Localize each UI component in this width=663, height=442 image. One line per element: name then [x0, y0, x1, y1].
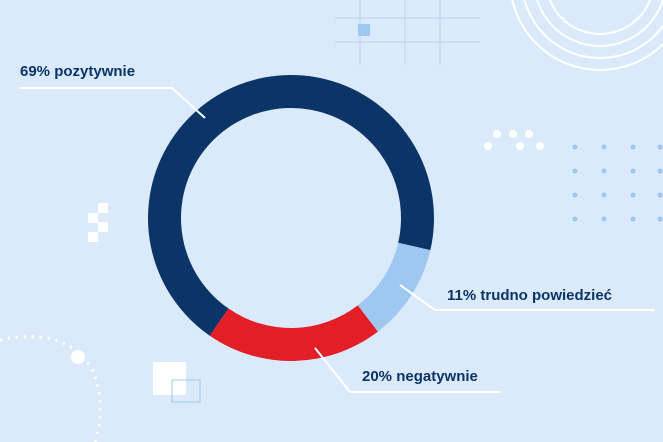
leader-line	[20, 87, 206, 119]
decoration	[71, 130, 544, 395]
decoration	[171, 379, 201, 403]
donut-segment	[357, 242, 431, 332]
leader-line	[314, 347, 500, 393]
donut-segment	[209, 305, 378, 361]
data-label: 11% trudno powiedzieć	[447, 287, 612, 304]
leader-line	[399, 284, 655, 311]
decoration	[358, 24, 370, 36]
decoration	[572, 144, 663, 222]
data-label: 69% pozytywnie	[20, 63, 135, 80]
data-label: 20% negatywnie	[362, 368, 478, 385]
